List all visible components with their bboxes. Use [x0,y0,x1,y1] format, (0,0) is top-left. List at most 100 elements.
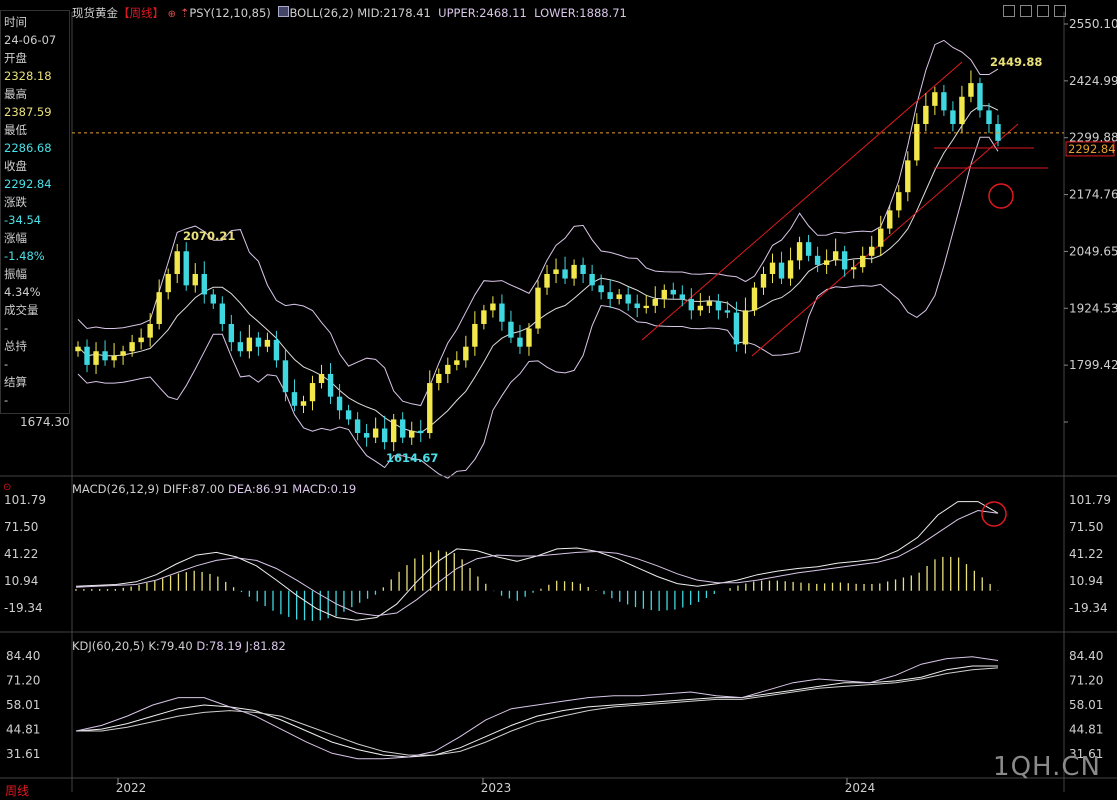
price-tick-label: 2550.10 [1069,17,1117,31]
zoom-in-icon[interactable] [1020,5,1032,17]
boll-indicator[interactable]: BOLL(26,2) [289,6,354,20]
candle-body [318,373,325,384]
channel-lower [751,123,1019,357]
zoom-out-icon[interactable] [1037,5,1049,17]
candle-body [481,310,487,324]
macd-settings-icon[interactable]: ⊙ [3,482,12,493]
price-tick-label: 1674.30 [20,415,70,429]
candle-body [165,273,171,293]
candle-body [932,92,938,106]
candle-body [715,301,722,311]
oi-value: - [4,357,9,371]
macd-dea-line [75,509,999,617]
kdj-tick-label: 84.40 [6,649,40,663]
candle-body [724,310,731,313]
candle-body [634,303,640,309]
change-label: 涨跌 [4,195,27,209]
fit-icon[interactable] [1003,5,1015,17]
boll-toggle-icon[interactable] [278,6,290,17]
macd-tick-label: 71.50 [1069,520,1103,534]
boll-upper-line [77,39,999,407]
macd-tick-label: 41.22 [1069,547,1103,561]
quote-sidebar: 时间 24-06-07 开盘 2328.18 最高 2387.59 最低 228… [0,10,70,414]
kdj-tick-label: 58.01 [6,698,40,712]
kdj-tick-label: 44.81 [6,722,40,736]
candle-body [499,303,505,322]
candle-body [616,294,622,299]
candle-body [129,342,135,352]
change-value: -34.54 [4,213,42,227]
candle-body [75,346,81,352]
candle-body [643,305,649,309]
macd-tick-label: -19.34 [4,601,43,615]
macd-tick-label: 41.22 [4,547,38,561]
candle-body [282,360,289,393]
candle-body [598,285,604,293]
macd-header: MACD(26,12,9) DIFF:87.00 DEA:86.91 MACD:… [72,482,356,496]
candle-body [571,264,577,279]
candle-body [309,383,316,402]
open-label: 开盘 [4,51,27,65]
price-annotation: 2449.88 [990,55,1042,69]
price-annotation: 1614.67 [386,451,438,465]
boll-upper: UPPER:2468.11 [438,6,527,20]
candle-body [796,242,803,261]
candle-body [751,287,758,311]
kdj-tick-label: 58.01 [1069,698,1103,712]
open-value: 2328.18 [4,69,52,83]
candle-body [273,339,280,361]
candle-body [860,255,866,268]
oi-label: 总持 [4,339,27,353]
candle-body [93,351,99,365]
candle-body [652,298,658,306]
period-button[interactable]: 周线 [5,784,30,798]
candle-body [769,262,776,274]
boll-mid: MID:2178.41 [357,6,431,20]
candle-body [805,242,812,256]
macd-value: MACD:0.19 [292,482,357,496]
candle-body [589,273,595,286]
candle-body [255,337,262,347]
candle-body [246,337,253,352]
candle-body [607,292,613,299]
candle-body [941,92,947,111]
candle-body [887,210,893,229]
candle-body [400,419,406,438]
candle-body [472,323,478,347]
candle-body [102,351,108,361]
candle-body [778,262,785,279]
kdj-tick-label: 71.20 [1069,674,1103,688]
candle-body [436,373,442,384]
candle-body [354,419,361,434]
kdj-header: KDJ(60,20,5) K:79.40 D:78.19 J:81.82 [72,639,286,653]
macd-tick-label: 10.94 [4,574,38,588]
candle-body [463,346,469,361]
macd-title[interactable]: MACD(26,12,9) [72,482,160,496]
crosshair-icon[interactable]: ⊕ [167,9,177,20]
macd-tick-label: 10.94 [1069,574,1103,588]
candle-body [192,273,198,286]
price-tick-label: 2049.65 [1069,244,1117,258]
amp-label: 振幅 [4,267,27,281]
settings-icon[interactable] [1054,5,1066,17]
psy-indicator[interactable]: PSY(12,10,85) [189,6,271,20]
candle-body [84,346,90,365]
candle-body [959,96,965,125]
macd-tick-label: 71.50 [4,520,38,534]
macd-diff: DIFF:87.00 [163,482,225,496]
candle-body [914,124,920,161]
price-header: 现货黄金【周线】 ⊕ ⇡PSY(12,10,85) BOLL(26,2) MID… [72,5,627,21]
candle-body [661,289,667,299]
candle-body [372,428,379,438]
candle-body [363,433,370,438]
candle-body [300,401,307,406]
kdj-title[interactable]: KDJ(60,20,5) [72,639,145,653]
candle-body [264,339,271,347]
price-tick-label: 1924.53 [1069,301,1117,315]
candle-body [174,251,180,274]
price-annotation: 2070.21 [183,229,235,243]
candle-body [156,292,162,324]
watermark: 1QH.CN [993,752,1101,782]
candle-body [625,294,631,304]
